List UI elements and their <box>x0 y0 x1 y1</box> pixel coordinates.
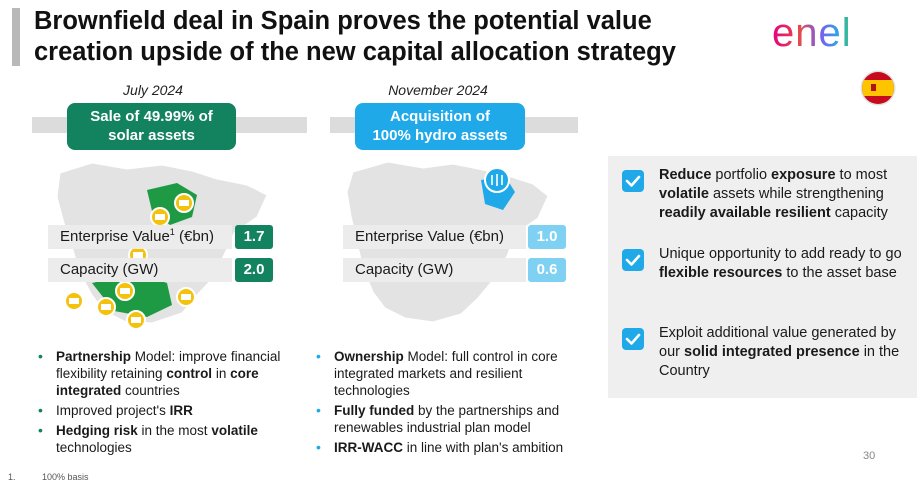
bullets-left: Partnership Model: improve financial fle… <box>36 348 286 459</box>
checkbox-checked-icon <box>622 249 644 271</box>
tag-left-line-1: Sale of 49.99% of <box>90 108 213 125</box>
tag-sale-solar: Sale of 49.99% of solar assets <box>67 103 236 150</box>
metric-ev-left-value: 1.7 <box>235 225 273 249</box>
metric-capacity-middle-label: Capacity (GW) <box>343 258 526 282</box>
page-title: Brownfield deal in Spain proves the pote… <box>34 6 774 68</box>
solar-plant-icon <box>115 281 135 301</box>
metric-ev-left-label: Enterprise Value1 (€bn) <box>48 225 232 249</box>
bullet-item: Ownership Model: full control in core in… <box>314 348 594 399</box>
footnote: 1. 100% basis <box>8 472 89 482</box>
bullet-item: Fully funded by the partnerships and ren… <box>314 402 594 436</box>
metric-capacity-middle-value: 0.6 <box>528 258 566 282</box>
title-line-1: Brownfield deal in Spain proves the pote… <box>34 7 652 35</box>
solar-plant-icon <box>150 207 170 227</box>
logo-text: enel <box>772 11 852 54</box>
tag-middle-line-2: 100% hydro assets <box>372 127 508 144</box>
solar-plant-icon <box>126 310 146 330</box>
metric-capacity-left: Capacity (GW) 2.0 <box>48 258 273 282</box>
period-left: July 2024 <box>123 82 183 98</box>
period-middle: November 2024 <box>388 82 488 98</box>
enel-logo-icon: enel <box>772 11 852 54</box>
solar-plant-icon <box>96 297 116 317</box>
bullet-item: Hedging risk in the most volatile techno… <box>36 422 286 456</box>
page-number: 30 <box>863 450 876 462</box>
benefits-panel: Reduce portfolio exposure to most volati… <box>608 156 917 398</box>
solar-plant-icon <box>64 291 84 311</box>
metric-ev-left: Enterprise Value1 (€bn) 1.7 <box>48 225 273 249</box>
metric-ev-middle-value: 1.0 <box>528 225 566 249</box>
checkbox-checked-icon <box>622 328 644 350</box>
metric-ev-middle-label: Enterprise Value (€bn) <box>343 225 526 249</box>
tag-left-line-2: solar assets <box>108 127 195 144</box>
title-line-2: creation upside of the new capital alloc… <box>34 38 676 66</box>
bullet-item: Improved project's IRR <box>36 402 286 419</box>
metric-ev-middle: Enterprise Value (€bn) 1.0 <box>343 225 568 249</box>
tag-acquisition-hydro: Acquisition of 100% hydro assets <box>355 103 525 150</box>
checkbox-checked-icon <box>622 170 644 192</box>
metric-capacity-middle: Capacity (GW) 0.6 <box>343 258 568 282</box>
title-accent-bar <box>12 8 20 66</box>
hydro-plant-icon <box>484 167 510 193</box>
bullet-item: Partnership Model: improve financial fle… <box>36 348 286 399</box>
tag-middle-line-1: Acquisition of <box>390 108 490 125</box>
solar-plant-icon <box>176 287 196 307</box>
benefit-text: Reduce portfolio exposure to most volati… <box>659 167 888 221</box>
bullets-middle: Ownership Model: full control in core in… <box>314 348 594 459</box>
solar-plant-icon <box>174 193 194 213</box>
spain-flag-icon <box>860 70 896 106</box>
bullet-item: IRR-WACC in line with plan's ambition <box>314 439 594 456</box>
metric-capacity-left-label: Capacity (GW) <box>48 258 232 282</box>
benefit-text: Exploit additional value generated by ou… <box>659 325 900 379</box>
metric-capacity-left-value: 2.0 <box>235 258 273 282</box>
benefit-text: Unique opportunity to add ready to go fl… <box>659 246 902 281</box>
